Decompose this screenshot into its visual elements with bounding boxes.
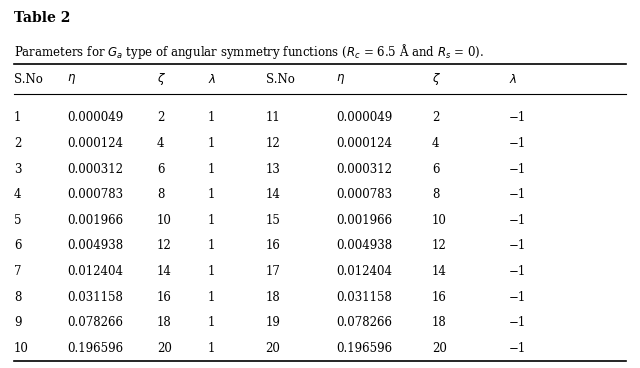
Text: 1: 1 bbox=[208, 342, 216, 355]
Text: 13: 13 bbox=[266, 163, 280, 176]
Text: 0.031158: 0.031158 bbox=[336, 291, 392, 304]
Text: −1: −1 bbox=[509, 111, 526, 124]
Text: 4: 4 bbox=[157, 137, 164, 150]
Text: 11: 11 bbox=[266, 111, 280, 124]
Text: 18: 18 bbox=[157, 316, 172, 329]
Text: −1: −1 bbox=[509, 240, 526, 252]
Text: 0.004938: 0.004938 bbox=[67, 240, 124, 252]
Text: 3: 3 bbox=[14, 163, 22, 176]
Text: 16: 16 bbox=[432, 291, 447, 304]
Text: 20: 20 bbox=[432, 342, 447, 355]
Text: 0.001966: 0.001966 bbox=[67, 214, 124, 227]
Text: −1: −1 bbox=[509, 291, 526, 304]
Text: 1: 1 bbox=[208, 111, 216, 124]
Text: 15: 15 bbox=[266, 214, 280, 227]
Text: $\eta$: $\eta$ bbox=[336, 72, 345, 86]
Text: S.No: S.No bbox=[14, 72, 43, 86]
Text: $\zeta$: $\zeta$ bbox=[432, 71, 441, 87]
Text: 14: 14 bbox=[266, 188, 280, 201]
Text: Table 2: Table 2 bbox=[14, 11, 70, 25]
Text: 1: 1 bbox=[208, 137, 216, 150]
Text: −1: −1 bbox=[509, 163, 526, 176]
Text: 16: 16 bbox=[266, 240, 280, 252]
Text: 8: 8 bbox=[157, 188, 164, 201]
Text: 9: 9 bbox=[14, 316, 22, 329]
Text: 6: 6 bbox=[432, 163, 440, 176]
Text: −1: −1 bbox=[509, 342, 526, 355]
Text: 14: 14 bbox=[157, 265, 172, 278]
Text: 1: 1 bbox=[208, 188, 216, 201]
Text: 4: 4 bbox=[432, 137, 440, 150]
Text: −1: −1 bbox=[509, 316, 526, 329]
Text: 0.000312: 0.000312 bbox=[67, 163, 123, 176]
Text: 0.078266: 0.078266 bbox=[336, 316, 392, 329]
Text: 2: 2 bbox=[14, 137, 22, 150]
Text: 0.196596: 0.196596 bbox=[336, 342, 392, 355]
Text: 18: 18 bbox=[266, 291, 280, 304]
Text: 20: 20 bbox=[266, 342, 280, 355]
Text: $\zeta$: $\zeta$ bbox=[157, 71, 166, 87]
Text: 1: 1 bbox=[208, 240, 216, 252]
Text: 0.012404: 0.012404 bbox=[67, 265, 123, 278]
Text: 1: 1 bbox=[208, 316, 216, 329]
Text: 10: 10 bbox=[14, 342, 29, 355]
Text: 12: 12 bbox=[432, 240, 447, 252]
Text: Parameters for $G_a$ type of angular symmetry functions ($R_c$ = 6.5 Å and $R_s$: Parameters for $G_a$ type of angular sym… bbox=[14, 42, 484, 61]
Text: −1: −1 bbox=[509, 137, 526, 150]
Text: 0.000312: 0.000312 bbox=[336, 163, 392, 176]
Text: 20: 20 bbox=[157, 342, 172, 355]
Text: −1: −1 bbox=[509, 188, 526, 201]
Text: 12: 12 bbox=[157, 240, 172, 252]
Text: 1: 1 bbox=[208, 163, 216, 176]
Text: 19: 19 bbox=[266, 316, 280, 329]
Text: 16: 16 bbox=[157, 291, 172, 304]
Text: S.No: S.No bbox=[266, 72, 294, 86]
Text: $\lambda$: $\lambda$ bbox=[208, 72, 216, 86]
Text: 14: 14 bbox=[432, 265, 447, 278]
Text: 1: 1 bbox=[208, 291, 216, 304]
Text: 0.196596: 0.196596 bbox=[67, 342, 124, 355]
Text: 0.001966: 0.001966 bbox=[336, 214, 392, 227]
Text: 0.000124: 0.000124 bbox=[67, 137, 123, 150]
Text: 10: 10 bbox=[432, 214, 447, 227]
Text: 17: 17 bbox=[266, 265, 280, 278]
Text: 18: 18 bbox=[432, 316, 447, 329]
Text: −1: −1 bbox=[509, 265, 526, 278]
Text: 6: 6 bbox=[157, 163, 164, 176]
Text: 0.000049: 0.000049 bbox=[67, 111, 124, 124]
Text: 1: 1 bbox=[208, 265, 216, 278]
Text: 0.000783: 0.000783 bbox=[67, 188, 124, 201]
Text: 7: 7 bbox=[14, 265, 22, 278]
Text: 0.078266: 0.078266 bbox=[67, 316, 123, 329]
Text: 2: 2 bbox=[432, 111, 440, 124]
Text: 5: 5 bbox=[14, 214, 22, 227]
Text: 1: 1 bbox=[14, 111, 22, 124]
Text: $\lambda$: $\lambda$ bbox=[509, 72, 517, 86]
Text: 0.031158: 0.031158 bbox=[67, 291, 123, 304]
Text: 8: 8 bbox=[432, 188, 440, 201]
Text: 12: 12 bbox=[266, 137, 280, 150]
Text: 4: 4 bbox=[14, 188, 22, 201]
Text: 8: 8 bbox=[14, 291, 22, 304]
Text: −1: −1 bbox=[509, 214, 526, 227]
Text: 0.000049: 0.000049 bbox=[336, 111, 392, 124]
Text: 1: 1 bbox=[208, 214, 216, 227]
Text: 0.012404: 0.012404 bbox=[336, 265, 392, 278]
Text: 2: 2 bbox=[157, 111, 164, 124]
Text: 0.000783: 0.000783 bbox=[336, 188, 392, 201]
Text: 0.004938: 0.004938 bbox=[336, 240, 392, 252]
Text: 6: 6 bbox=[14, 240, 22, 252]
Text: $\eta$: $\eta$ bbox=[67, 72, 76, 86]
Text: 10: 10 bbox=[157, 214, 172, 227]
Text: 0.000124: 0.000124 bbox=[336, 137, 392, 150]
